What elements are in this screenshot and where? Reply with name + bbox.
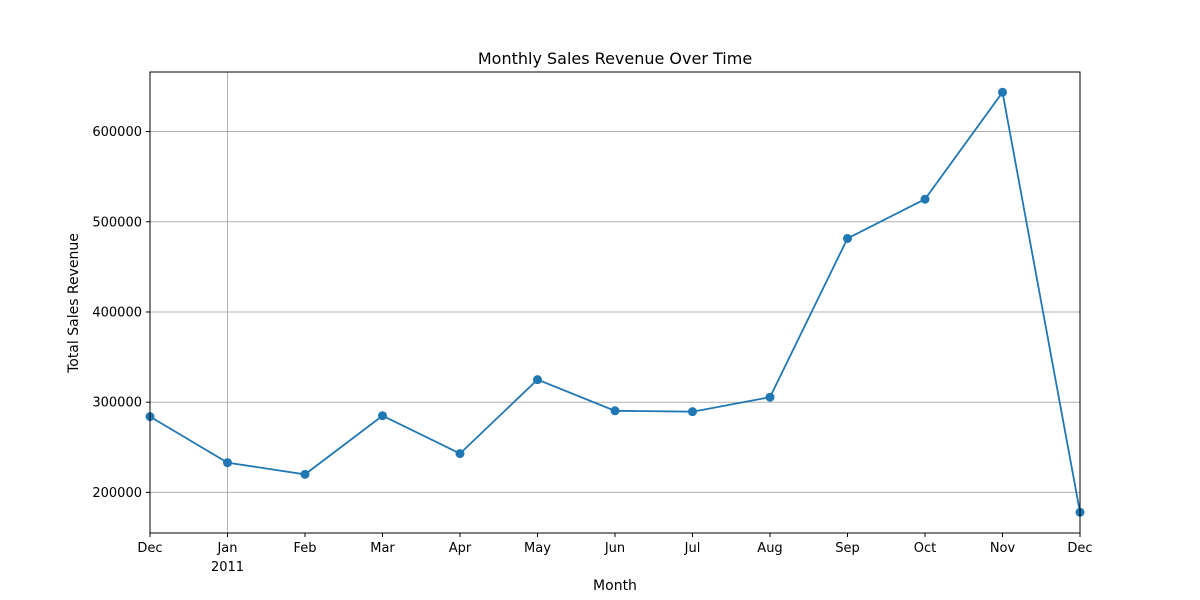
x-tick-label: Apr [449,541,472,556]
grid-layer [150,72,1080,533]
series-layer [145,87,1085,517]
y-axis-ticks: 200000 300000 400000 500000 600000 [92,125,150,501]
x-tick-label: Jan [216,541,237,556]
x-tick-label: Aug [757,541,782,556]
x-tick-label: Oct [914,541,936,556]
data-point [688,407,697,417]
data-point [843,233,852,243]
x-tick-label: Sep [835,541,860,556]
y-tick-label: 600000 [92,125,142,140]
x-axis-label: Month [593,578,637,594]
x-axis-ticks: Dec Jan 2011 Feb Mar Apr May Jun Jul Aug Sep Oct Nov… [137,533,1093,575]
x-tick-label: May [524,541,551,556]
y-axis-label: Total Sales Revenue [66,233,82,374]
data-point [610,406,620,416]
x-tick-label: Feb [293,541,316,556]
data-point [533,375,542,385]
data-point [455,449,465,459]
y-tick-label: 300000 [92,396,142,411]
data-point [920,194,930,204]
data-point [378,411,387,421]
series-line [149,90,1081,513]
data-point [300,469,310,479]
y-tick-label: 200000 [92,486,142,501]
x-tick-label: Dec [137,541,162,556]
x-tick-label: Jul [684,541,701,556]
x-tick-label: Mar [370,541,395,556]
x-tick-label: Nov [990,541,1016,556]
chart-title: Monthly Sales Revenue Over Time [478,49,752,68]
x-tick-sublabel: 2011 [211,560,244,575]
x-tick-label: Dec [1067,541,1092,556]
x-tick-label: Jun [604,541,625,556]
data-point [998,87,1007,97]
data-point [765,392,775,402]
y-tick-label: 500000 [92,215,142,230]
plot-area-frame [149,71,1081,534]
y-tick-label: 400000 [92,305,142,320]
data-point [223,458,232,468]
